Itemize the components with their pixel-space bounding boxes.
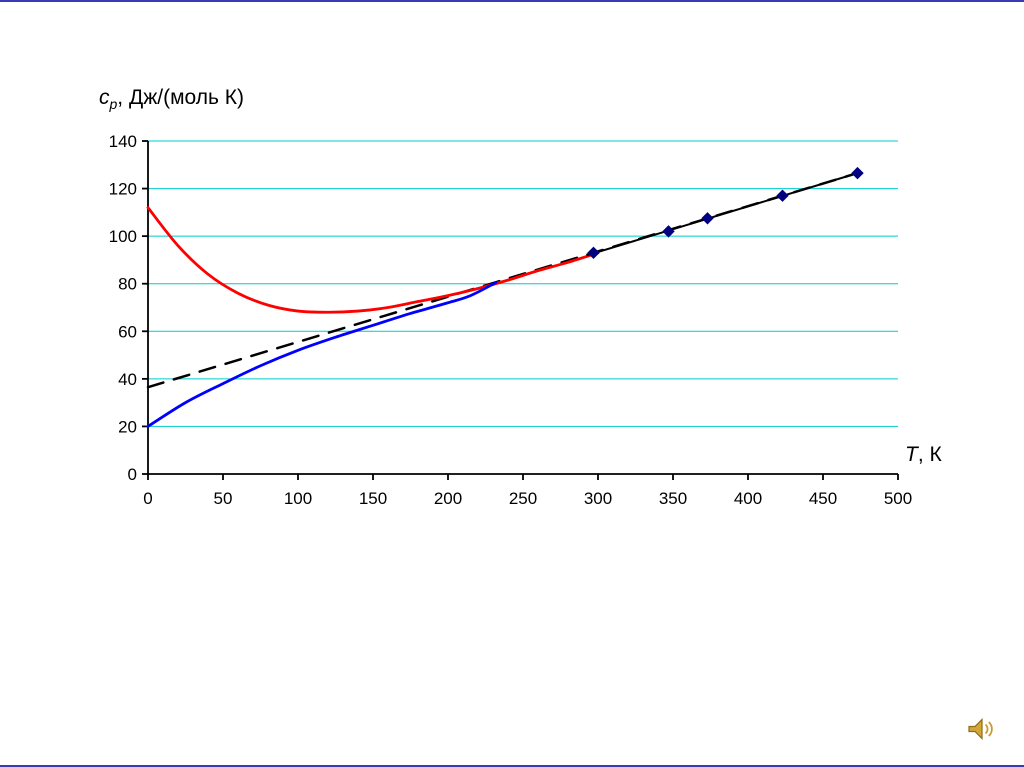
experimental-fit-line [586, 172, 859, 257]
svg-text:400: 400 [734, 489, 762, 508]
horizontal-gridlines [148, 140, 898, 427]
svg-text:50: 50 [214, 489, 233, 508]
svg-text:40: 40 [118, 370, 137, 389]
x-axis-variable: T [905, 443, 918, 466]
speaker-body [968, 718, 983, 740]
audio-speaker-icon[interactable] [966, 714, 996, 744]
y-tick-labels: 0 20 40 60 80 100 120 140 [109, 132, 137, 484]
svg-text:60: 60 [118, 322, 137, 341]
svg-text:0: 0 [128, 465, 137, 484]
x-axis-units: , К [917, 443, 942, 466]
experimental-points [587, 166, 864, 260]
y-axis-units: , Дж/(моль К) [117, 86, 244, 109]
cp-blue-curve [146, 281, 498, 428]
svg-text:150: 150 [359, 489, 387, 508]
slide-bottom-border [0, 765, 1024, 767]
svg-text:20: 20 [118, 417, 137, 436]
y-axis-title: cp, Дж/(моль К) [99, 86, 244, 112]
extrapolation-dashed-line [146, 171, 859, 389]
svg-text:140: 140 [109, 132, 137, 151]
x-tick-labels: 0 50 100 150 200 250 300 350 400 450 500 [143, 489, 912, 508]
y-axis-variable: c [99, 86, 110, 109]
svg-text:450: 450 [809, 489, 837, 508]
x-axis-title: T, К [905, 443, 942, 467]
svg-text:250: 250 [509, 489, 537, 508]
speaker-wave-small [984, 723, 989, 735]
svg-text:100: 100 [109, 227, 137, 246]
svg-text:120: 120 [109, 180, 137, 199]
svg-text:0: 0 [143, 489, 152, 508]
svg-text:300: 300 [584, 489, 612, 508]
speaker-wave-large [988, 721, 993, 737]
slide-top-border [0, 0, 1024, 2]
cp-red-curve [146, 206, 600, 314]
y-axis-variable-subscript: p [109, 96, 118, 113]
svg-text:200: 200 [434, 489, 462, 508]
svg-text:350: 350 [659, 489, 687, 508]
svg-text:500: 500 [884, 489, 912, 508]
axes [142, 140, 899, 480]
svg-text:100: 100 [284, 489, 312, 508]
svg-text:80: 80 [118, 275, 137, 294]
